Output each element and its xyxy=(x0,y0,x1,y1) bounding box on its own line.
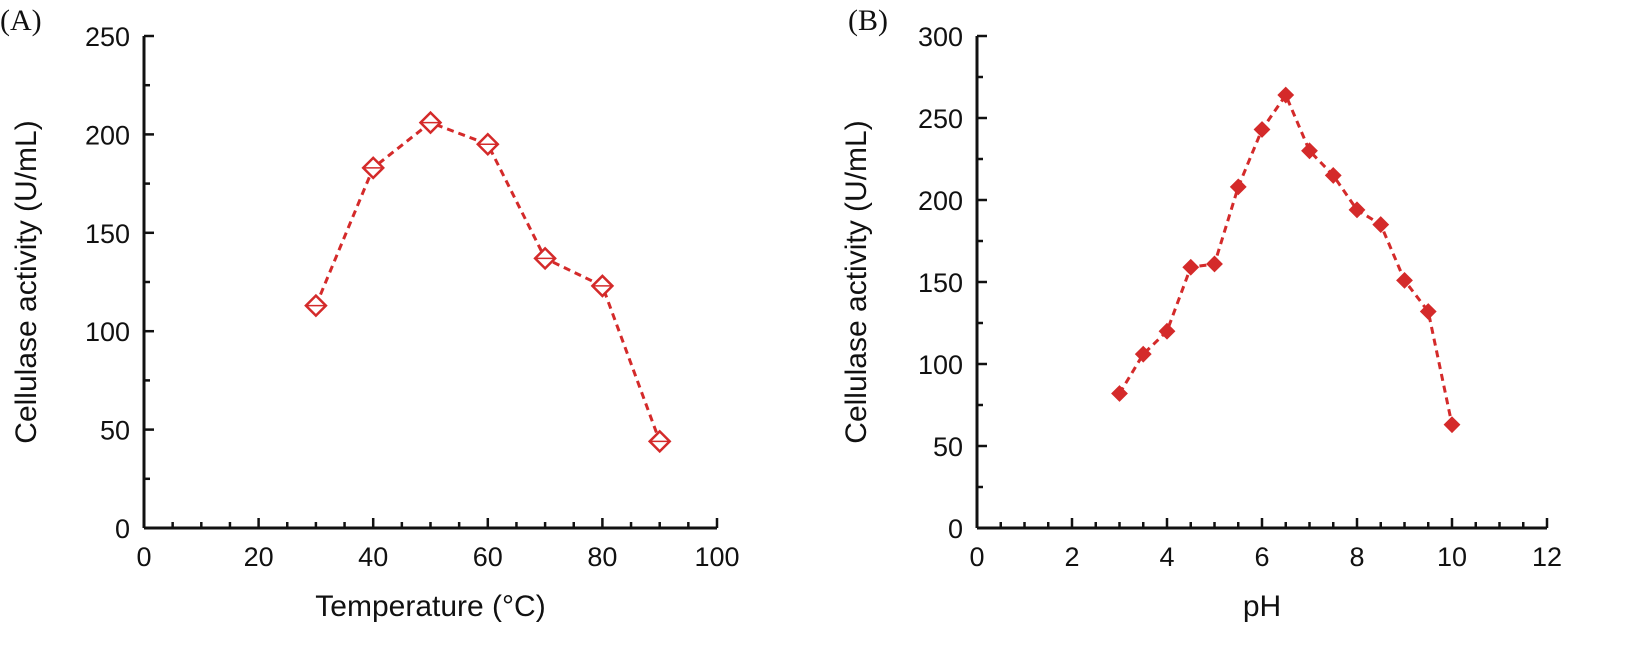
y-tick-label: 150 xyxy=(85,219,130,249)
y-tick-label: 50 xyxy=(933,432,963,462)
data-point xyxy=(1301,142,1318,160)
x-axis-title: pH xyxy=(1243,590,1281,623)
y-tick-label: 250 xyxy=(85,22,130,52)
x-axis-title: Temperature (°C) xyxy=(315,590,545,623)
y-tick-label: 300 xyxy=(918,22,963,52)
data-point xyxy=(1443,416,1461,434)
y-axis-title: Cellulase activity (U/mL) xyxy=(840,120,873,443)
y-axis-title: Cellulase activity (U/mL) xyxy=(10,120,43,443)
data-point xyxy=(1372,216,1390,234)
x-tick-label: 80 xyxy=(587,542,617,572)
x-tick-label: 100 xyxy=(694,542,739,572)
x-tick-label: 12 xyxy=(1532,542,1562,572)
y-tick-label: 250 xyxy=(918,104,963,134)
data-point xyxy=(1182,258,1200,276)
data-point xyxy=(1229,178,1247,196)
data-point xyxy=(1158,322,1176,340)
y-tick-label: 100 xyxy=(918,350,963,380)
chart-panel-b: (B) 0 2 4 6 8 10 12 0 50 100 150 200 250 300 pH Cellulas… xyxy=(840,4,1562,623)
data-point xyxy=(1206,255,1223,273)
y-tick-label: 200 xyxy=(918,186,963,216)
data-point xyxy=(1348,201,1366,219)
chart-panel-a: (A) 0 20 40 60 80 100 0 50 100 150 200 250 Temperatur… xyxy=(0,4,740,623)
y-tick-label: 50 xyxy=(100,416,130,446)
x-tick-label: 60 xyxy=(473,542,503,572)
data-point xyxy=(1277,86,1295,104)
x-tick-label: 2 xyxy=(1064,542,1079,572)
panel-label: (B) xyxy=(848,4,888,37)
x-tick-label: 10 xyxy=(1437,542,1467,572)
x-tick-label: 0 xyxy=(969,542,984,572)
x-tick-label: 0 xyxy=(136,542,151,572)
data-point xyxy=(1134,345,1152,363)
data-point xyxy=(1396,271,1413,289)
y-tick-label: 150 xyxy=(918,268,963,298)
data-point xyxy=(1253,121,1271,138)
data-point xyxy=(1324,166,1342,184)
x-tick-label: 40 xyxy=(358,542,388,572)
panel-label: (A) xyxy=(0,4,42,37)
y-tick-label: 100 xyxy=(85,317,130,347)
x-tick-label: 20 xyxy=(244,542,274,572)
x-tick-label: 6 xyxy=(1254,542,1269,572)
y-tick-label: 0 xyxy=(948,514,963,544)
data-point xyxy=(1419,303,1437,320)
x-tick-label: 4 xyxy=(1159,542,1174,572)
series-line xyxy=(1118,91,1454,425)
y-tick-label: 0 xyxy=(115,514,130,544)
y-tick-label: 200 xyxy=(85,120,130,150)
x-tick-label: 8 xyxy=(1349,542,1364,572)
data-point xyxy=(1111,385,1128,402)
